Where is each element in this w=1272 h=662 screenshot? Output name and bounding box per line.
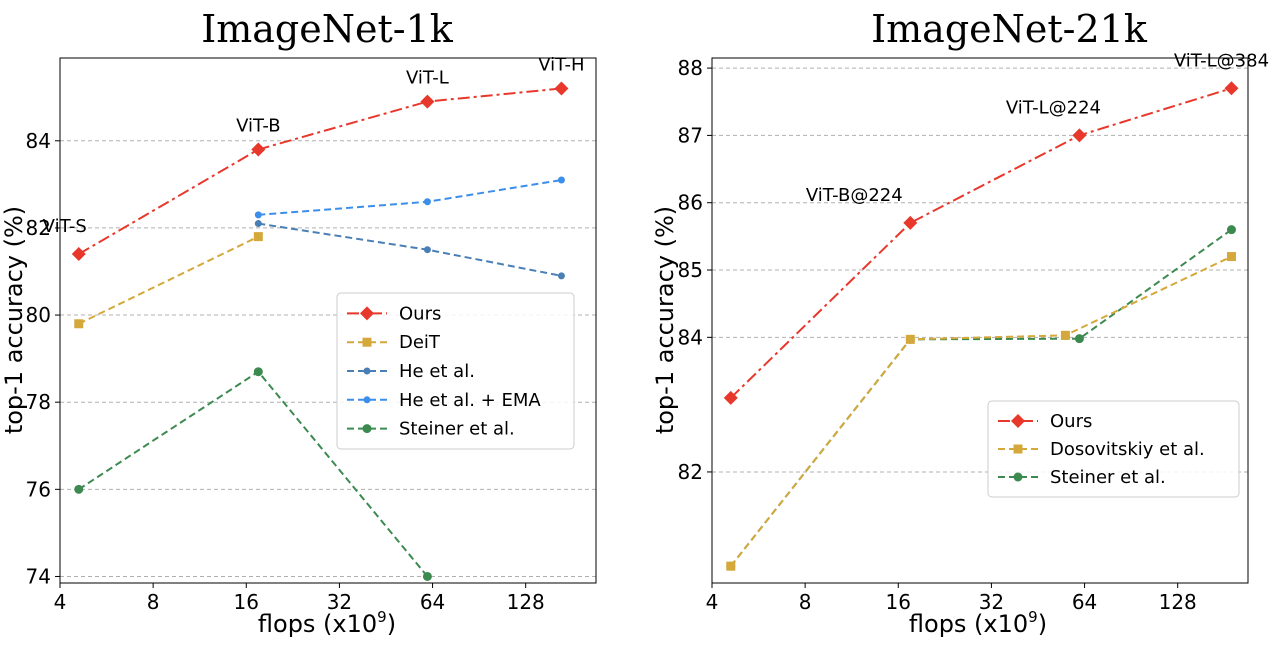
x-tick-label: 16 — [234, 590, 259, 614]
x-tick-label: 16 — [886, 590, 911, 614]
x-axis-label: flops (x109) — [909, 608, 1047, 638]
legend-label: DeiT — [399, 332, 441, 353]
point-annotation: ViT-L@384 — [1174, 50, 1269, 71]
x-tick-label: 8 — [799, 590, 812, 614]
y-tick-label: 82 — [26, 216, 51, 240]
y-tick-label: 84 — [678, 325, 703, 349]
y-tick-label: 86 — [678, 191, 703, 215]
x-axis-label: flops (x109) — [258, 608, 396, 638]
y-axis-label: top-1 accuracy (%) — [0, 206, 28, 434]
y-tick-label: 82 — [678, 460, 703, 484]
data-point — [254, 220, 262, 228]
data-point — [1226, 252, 1236, 262]
legend-label: He et al. + EMA — [399, 390, 541, 411]
series-line — [730, 87, 1232, 399]
data-point — [1060, 330, 1070, 340]
legend — [987, 400, 1240, 498]
data-point — [554, 81, 569, 96]
data-point — [1072, 128, 1087, 143]
chart-imagenet-21k: ImageNet-21k ViT-B@224 ViT-L@224 ViT-L@384… — [651, 7, 1269, 638]
plot-frame — [711, 57, 1249, 584]
legend-label: Steiner et al. — [1050, 467, 1166, 488]
y-tick-label: 87 — [678, 123, 703, 147]
data-point — [1226, 225, 1236, 235]
legend-label: Steiner et al. — [399, 419, 515, 440]
data-point — [723, 390, 738, 405]
legend-swatch-marker — [360, 306, 374, 321]
legend-swatch-marker — [363, 367, 371, 375]
data-point — [557, 176, 565, 184]
data-point — [251, 142, 266, 157]
legend-label: Ours — [399, 303, 441, 324]
data-point — [1074, 334, 1084, 344]
data-point — [726, 561, 736, 571]
chart-title: ImageNet-21k — [871, 7, 1148, 51]
data-point — [253, 232, 263, 242]
series-line — [258, 179, 562, 216]
y-axis-label: top-1 accuracy (%) — [651, 206, 679, 434]
data-point — [557, 272, 565, 280]
point-annotation: ViT-H — [538, 54, 584, 75]
x-tick-label: 128 — [1159, 590, 1197, 614]
plot-frame — [59, 57, 597, 584]
y-tick-label: 78 — [26, 390, 51, 414]
legend-label: Dosovitskiy et al. — [1050, 439, 1205, 460]
data-point — [420, 94, 435, 109]
legend-swatch-marker — [1011, 414, 1025, 428]
legend-swatch-marker — [1013, 444, 1023, 454]
x-tick-label: 8 — [147, 590, 160, 614]
point-annotation: ViT-L — [406, 68, 449, 89]
data-point — [422, 571, 432, 581]
x-tick-label: 64 — [420, 590, 445, 614]
chart-imagenet-1k: ImageNet-1k ViT-S ViT-B ViT-L ViT-H 74 76 78 8… — [0, 7, 597, 638]
series-line — [78, 87, 562, 255]
y-tick-label: 85 — [678, 258, 703, 282]
series-line — [258, 222, 562, 277]
x-tick-label: 32 — [979, 590, 1004, 614]
data-point — [423, 198, 431, 206]
data-point — [253, 367, 263, 377]
legend — [336, 292, 575, 450]
y-tick-label: 76 — [26, 477, 51, 501]
y-tick-label: 74 — [26, 564, 51, 588]
chart-title: ImageNet-1k — [201, 7, 454, 51]
data-point — [903, 215, 918, 230]
point-annotation: ViT-S — [43, 216, 87, 237]
data-point — [71, 247, 86, 262]
data-point — [74, 319, 84, 329]
point-annotation: ViT-B@224 — [806, 185, 903, 206]
point-annotation: ViT-L@224 — [1006, 97, 1101, 118]
legend-label: Ours — [1050, 411, 1092, 432]
legend-label: He et al. — [399, 361, 475, 382]
x-tick-label: 128 — [507, 590, 545, 614]
y-tick-label: 88 — [678, 56, 703, 80]
data-point — [74, 484, 84, 494]
series-line — [729, 228, 1233, 567]
legend-swatch-marker — [362, 424, 372, 434]
x-tick-label: 32 — [327, 590, 352, 614]
data-point — [254, 211, 262, 219]
legend-swatch-marker — [362, 337, 372, 347]
point-annotation: ViT-B — [236, 115, 280, 136]
legend-swatch-marker — [363, 396, 371, 404]
y-tick-label: 80 — [26, 303, 51, 327]
x-tick-label: 4 — [54, 590, 67, 614]
x-tick-label: 64 — [1072, 590, 1097, 614]
x-tick-label: 4 — [706, 590, 719, 614]
legend-swatch-marker — [1013, 472, 1023, 482]
data-point — [423, 246, 431, 254]
series-line — [729, 255, 1232, 567]
data-point — [1224, 81, 1239, 96]
series-line — [78, 235, 259, 325]
data-point — [905, 334, 915, 344]
y-tick-label: 84 — [26, 129, 51, 153]
